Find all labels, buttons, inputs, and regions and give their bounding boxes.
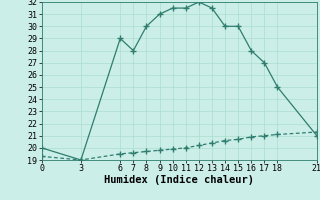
X-axis label: Humidex (Indice chaleur): Humidex (Indice chaleur)	[104, 175, 254, 185]
